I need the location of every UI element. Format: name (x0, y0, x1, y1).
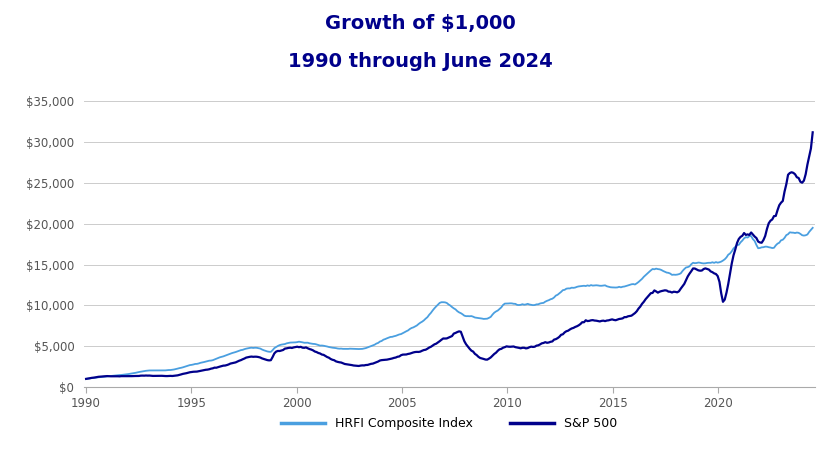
S&P 500 (807, 129, 817, 135)
HRFI Composite Index (637, 276, 647, 282)
S&P 500 (292, 344, 302, 350)
HRFI Composite Index (630, 282, 640, 287)
HRFI Composite Index (751, 242, 761, 248)
S&P 500 (81, 376, 92, 382)
Legend: HRFI Composite Index, S&P 500: HRFI Composite Index, S&P 500 (276, 412, 622, 435)
HRFI Composite Index (463, 313, 473, 319)
Text: 1990 through June 2024: 1990 through June 2024 (287, 52, 553, 71)
S&P 500 (751, 235, 761, 241)
HRFI Composite Index (807, 225, 817, 231)
S&P 500 (396, 353, 406, 358)
Line: S&P 500: S&P 500 (87, 132, 812, 379)
HRFI Composite Index (81, 376, 92, 382)
HRFI Composite Index (396, 331, 406, 337)
S&P 500 (637, 301, 647, 307)
HRFI Composite Index (292, 339, 302, 345)
Line: HRFI Composite Index: HRFI Composite Index (87, 228, 812, 379)
S&P 500 (630, 310, 640, 316)
Text: Growth of $1,000: Growth of $1,000 (324, 14, 516, 33)
S&P 500 (463, 344, 473, 349)
